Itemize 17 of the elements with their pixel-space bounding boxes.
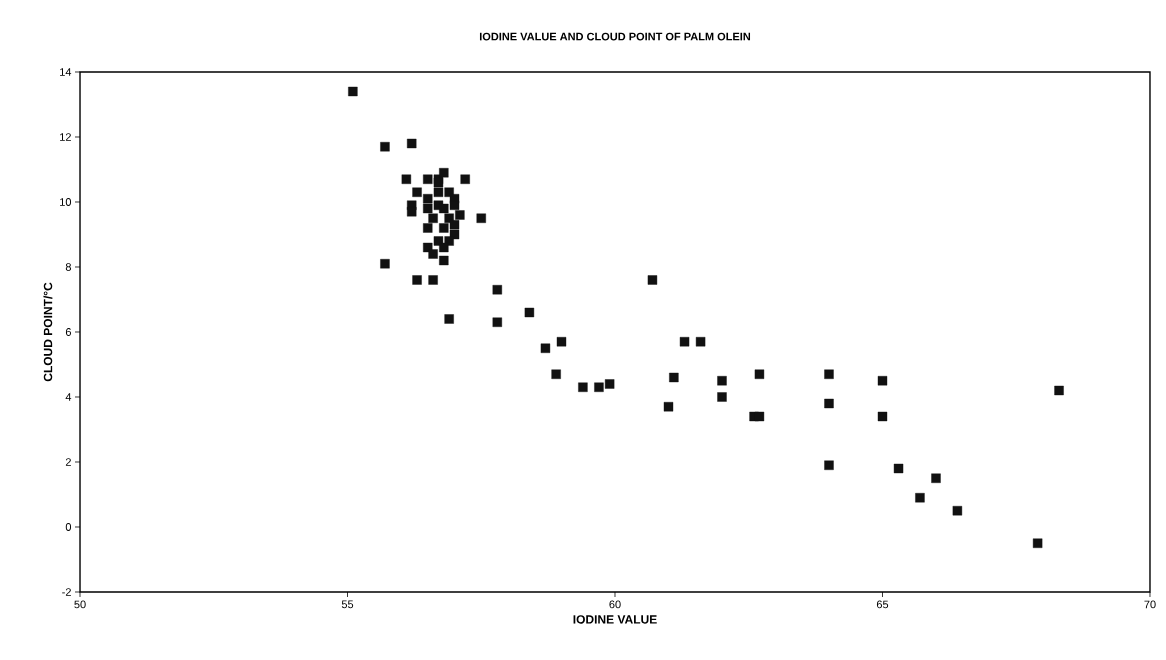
x-tick-label: 50 (74, 600, 86, 609)
y-tick-label: 12 (60, 133, 71, 141)
x-tick-label: 55 (341, 600, 354, 609)
x-tick-label: 70 (1144, 600, 1156, 609)
y-tick-label: 4 (65, 393, 72, 401)
y-axis-title: CLOUD POINT/°C (43, 282, 53, 382)
x-tick-label: 60 (609, 600, 621, 609)
y-tick-label: 14 (60, 68, 72, 76)
x-axis-title: IODINE VALUE (573, 615, 657, 624)
chart-title: IODINE VALUE AND CLOUD POINT OF PALM OLEIN (479, 32, 751, 41)
y-tick-label: 10 (60, 198, 72, 206)
y-tick-label: 8 (65, 263, 71, 271)
y-tick-label: 2 (65, 458, 71, 466)
y-tick-label: 6 (65, 328, 71, 336)
y-tick-label: 0 (65, 523, 72, 531)
y-tick-label: -2 (62, 588, 71, 596)
x-tick-label: 65 (876, 600, 889, 609)
